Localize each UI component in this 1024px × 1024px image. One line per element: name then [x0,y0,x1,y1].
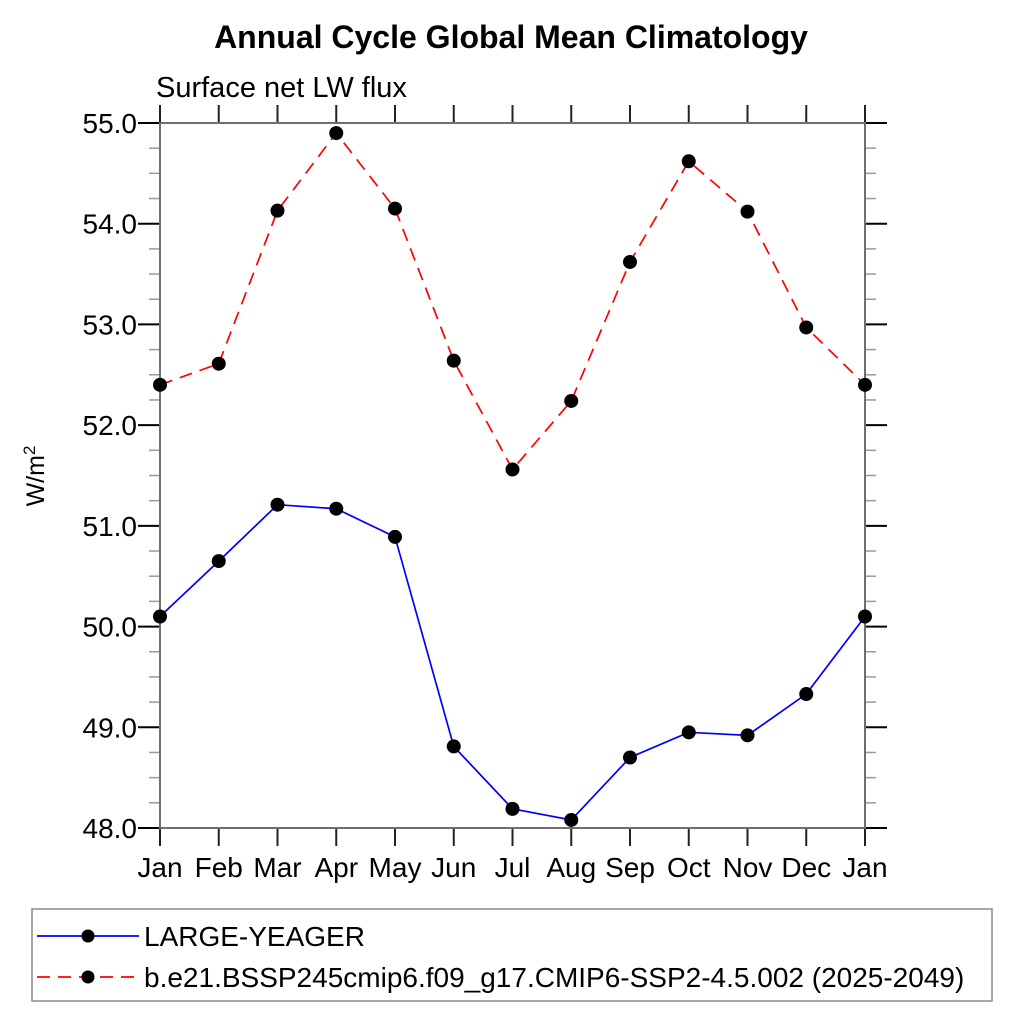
data-point-marker [329,501,344,516]
chart-subtitle: Surface net LW flux [156,72,407,104]
data-point-marker [505,801,520,816]
data-point-marker [623,254,637,269]
data-series [153,126,872,827]
y-tick-label: 50.0 [83,612,138,643]
x-tick-label: Jan [842,852,887,883]
data-point-marker [446,739,461,754]
plot-frame [159,122,866,829]
x-tick-label: Aug [546,852,596,883]
data-point-marker [446,353,461,368]
data-point-marker [211,554,226,569]
x-tick-label: Nov [723,852,773,883]
x-tick-label: Apr [314,852,358,883]
data-point-marker [270,203,285,218]
data-point-marker [564,812,579,827]
y-tick-label: 55.0 [83,108,138,139]
x-tick-label: Oct [667,852,711,883]
x-tick-label: Jan [137,852,182,883]
data-point-marker [740,204,755,219]
legend-label-large-yeager: LARGE-YEAGER [144,921,365,952]
series-line-1 [159,131,866,471]
legend-marker-circle [81,970,95,984]
data-point-marker [681,725,696,740]
legend-marker-circle [81,929,95,943]
y-axis-label: W/m2 [20,446,50,507]
data-point-marker [505,462,520,477]
x-tick-label: Jul [495,852,531,883]
data-point-marker [388,529,402,544]
data-point-marker [329,126,344,141]
legend-label-cmip6-ssp2: b.e21.BSSP245cmip6.f09_g17.CMIP6-SSP2-4.… [144,962,964,993]
series-line-0 [159,503,866,821]
y-tick-label: 52.0 [83,410,138,441]
legend-entry-large-yeager: LARGE-YEAGER [37,921,365,952]
data-point-marker [564,393,579,408]
x-tick-label: Feb [195,852,243,883]
chart-title: Annual Cycle Global Mean Climatology [214,19,808,55]
data-point-marker [858,609,872,624]
y-tick-label: 53.0 [83,309,138,340]
data-point-marker [623,750,637,765]
data-point-marker [153,377,167,392]
y-axis-label-base: W/m [22,455,50,506]
y-tick-label: 51.0 [83,511,138,542]
x-tick-label: Mar [253,852,301,883]
legend-entry-cmip6-ssp2: b.e21.BSSP245cmip6.f09_g17.CMIP6-SSP2-4.… [37,962,964,993]
axis-ticks: 48.0 49.0 50.0 51.0 52.0 53.0 54.0 55.0 Jan Feb Ma… [83,105,888,883]
data-point-marker [388,201,402,216]
y-tick-label: 48.0 [83,813,138,844]
data-point-marker [153,609,167,624]
legend: LARGE-YEAGER b.e21.BSSP245cmip6.f09_g17.… [31,908,993,1002]
data-point-marker [799,687,814,702]
legend-box [31,908,993,1002]
data-point-marker [799,320,814,335]
y-tick-label: 54.0 [83,209,138,240]
x-tick-label: Dec [781,852,831,883]
data-point-marker [270,497,285,512]
data-point-marker [211,356,226,371]
data-point-marker [858,377,872,392]
x-tick-label: Jun [431,852,476,883]
y-tick-label: 49.0 [83,712,138,743]
y-axis-label-exponent: 2 [20,446,39,455]
data-point-marker [740,728,755,743]
x-tick-label: May [369,852,422,883]
x-tick-label: Sep [605,852,655,883]
data-point-marker [681,154,696,169]
